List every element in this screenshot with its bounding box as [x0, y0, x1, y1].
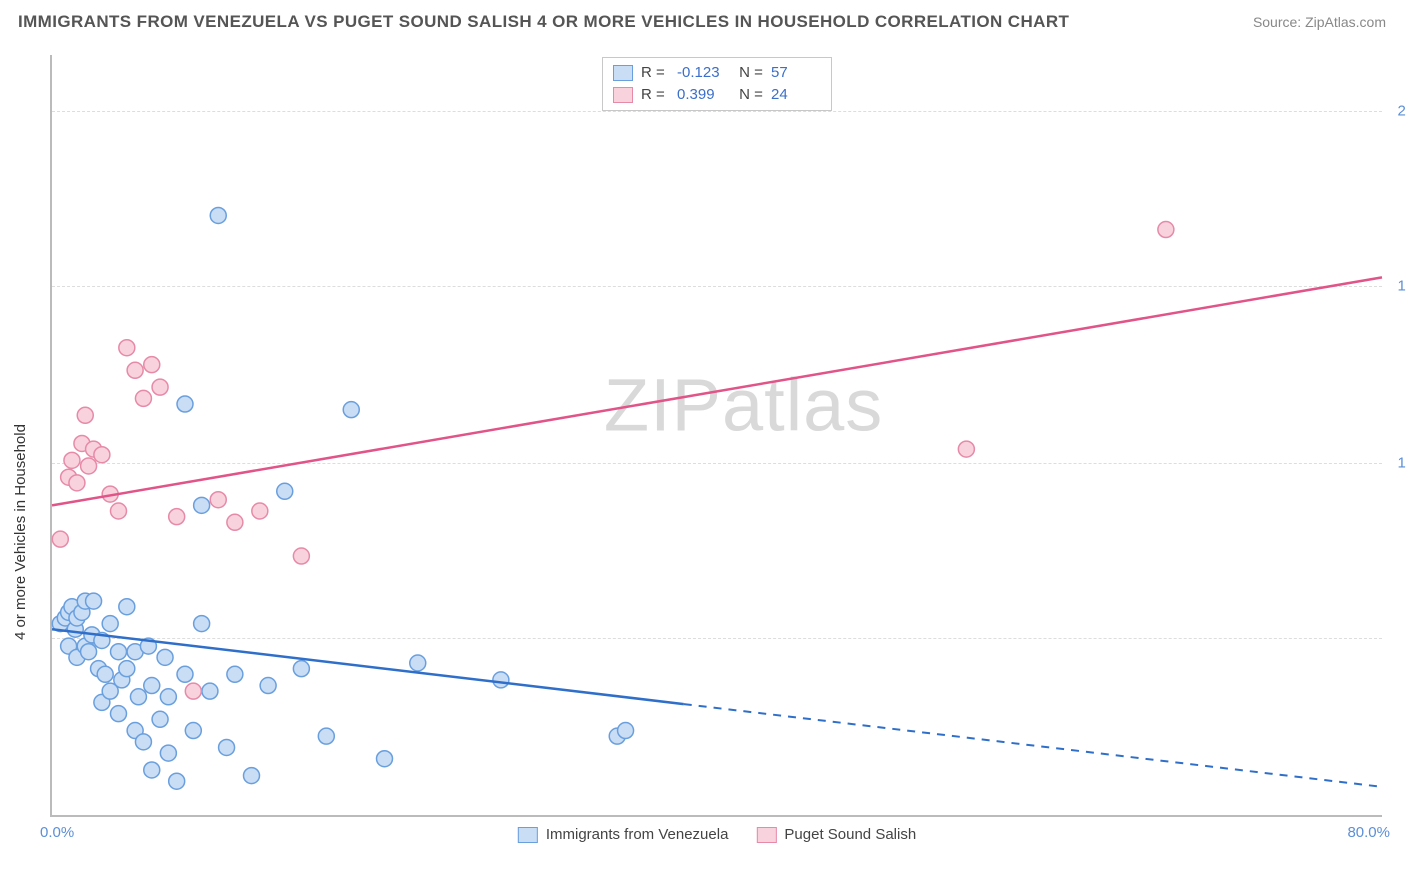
data-point [210, 492, 226, 508]
legend-n-value-1: 24 [771, 84, 821, 106]
legend-label-0: Immigrants from Venezuela [546, 826, 729, 843]
data-point [343, 402, 359, 418]
data-point [77, 407, 93, 423]
legend-row-series-0: R = -0.123 N = 57 [613, 62, 821, 84]
data-point [293, 548, 309, 564]
data-point [185, 723, 201, 739]
scatter-svg [52, 55, 1382, 815]
data-point [277, 483, 293, 499]
source-label: Source: ZipAtlas.com [1253, 14, 1386, 30]
data-point [69, 475, 85, 491]
legend-item-0: Immigrants from Venezuela [518, 826, 729, 843]
data-point [160, 689, 176, 705]
legend-r-label: R = [641, 84, 669, 106]
x-tick-min: 0.0% [40, 824, 74, 841]
legend-n-label: N = [735, 62, 763, 84]
data-point [119, 599, 135, 615]
data-point [135, 734, 151, 750]
data-point [111, 644, 127, 660]
data-point [119, 661, 135, 677]
legend-r-value-1: 0.399 [677, 84, 727, 106]
legend-swatch-0 [613, 65, 633, 81]
data-point [244, 768, 260, 784]
data-point [252, 503, 268, 519]
data-point [111, 503, 127, 519]
data-point [493, 672, 509, 688]
data-point [152, 711, 168, 727]
trend-line [52, 629, 684, 704]
legend-swatch-icon [518, 827, 538, 843]
data-point [227, 514, 243, 530]
y-tick-label: 12.5% [1390, 455, 1406, 472]
legend-r-value-0: -0.123 [677, 62, 727, 84]
data-point [185, 683, 201, 699]
chart-title: IMMIGRANTS FROM VENEZUELA VS PUGET SOUND… [18, 12, 1069, 32]
data-point [52, 531, 68, 547]
data-point [169, 773, 185, 789]
data-point [410, 655, 426, 671]
y-tick-label: 18.8% [1390, 277, 1406, 294]
data-point [194, 497, 210, 513]
legend-r-label: R = [641, 62, 669, 84]
data-point [219, 739, 235, 755]
data-point [958, 441, 974, 457]
plot-area: 6.3%12.5%18.8%25.0% ZIPatlas R = -0.123 … [50, 55, 1382, 817]
y-axis-label: 4 or more Vehicles in Household [12, 424, 29, 640]
data-point [160, 745, 176, 761]
x-tick-max: 80.0% [1347, 824, 1390, 841]
data-point [144, 678, 160, 694]
data-point [119, 340, 135, 356]
y-tick-label: 25.0% [1390, 103, 1406, 120]
trend-line [52, 277, 1382, 505]
data-point [169, 509, 185, 525]
data-point [1158, 222, 1174, 238]
data-point [152, 379, 168, 395]
legend-swatch-1 [613, 87, 633, 103]
data-point [194, 616, 210, 632]
data-point [177, 666, 193, 682]
data-point [177, 396, 193, 412]
data-point [318, 728, 334, 744]
data-point [618, 723, 634, 739]
series-legend: Immigrants from Venezuela Puget Sound Sa… [518, 826, 916, 843]
data-point [293, 661, 309, 677]
data-point [227, 666, 243, 682]
legend-row-series-1: R = 0.399 N = 24 [613, 84, 821, 106]
data-point [260, 678, 276, 694]
data-point [130, 689, 146, 705]
trend-line-extrapolated [684, 704, 1382, 787]
data-point [64, 452, 80, 468]
y-tick-label: 6.3% [1390, 629, 1406, 646]
data-point [144, 357, 160, 373]
data-point [102, 616, 118, 632]
chart-container: IMMIGRANTS FROM VENEZUELA VS PUGET SOUND… [0, 0, 1406, 892]
data-point [210, 207, 226, 223]
data-point [127, 362, 143, 378]
legend-n-label: N = [735, 84, 763, 106]
data-point [157, 649, 173, 665]
data-point [135, 390, 151, 406]
data-point [86, 593, 102, 609]
legend-n-value-0: 57 [771, 62, 821, 84]
data-point [144, 762, 160, 778]
legend-label-1: Puget Sound Salish [784, 826, 916, 843]
legend-swatch-icon [756, 827, 776, 843]
data-point [377, 751, 393, 767]
legend-item-1: Puget Sound Salish [756, 826, 916, 843]
correlation-legend: R = -0.123 N = 57 R = 0.399 N = 24 [602, 57, 832, 111]
data-point [94, 447, 110, 463]
data-point [81, 644, 97, 660]
data-point [97, 666, 113, 682]
data-point [202, 683, 218, 699]
data-point [81, 458, 97, 474]
data-point [111, 706, 127, 722]
